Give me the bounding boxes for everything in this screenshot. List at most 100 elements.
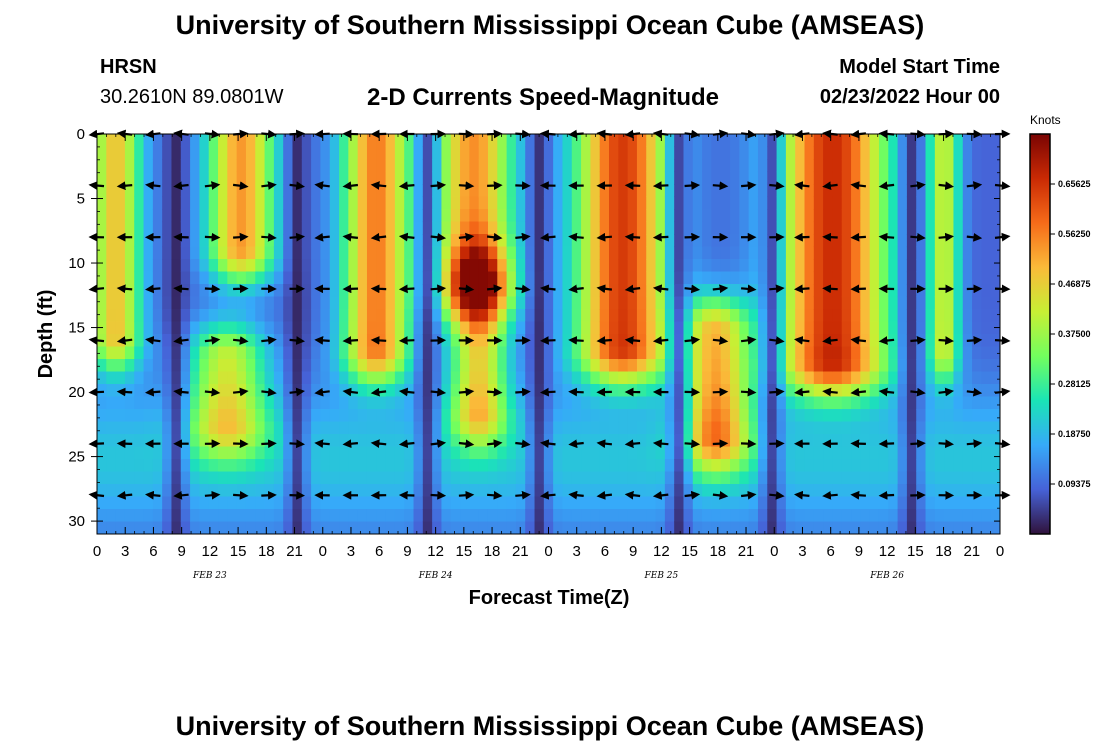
heatmap-cell [674,209,685,223]
heatmap-cell [348,446,359,460]
heatmap-cell [329,171,340,185]
heatmap-cell [97,246,107,260]
heatmap-cell [711,396,722,410]
heatmap-cell [292,509,303,523]
heatmap-cell [180,509,191,523]
heatmap-cell [404,209,415,223]
heatmap-cell [301,234,312,248]
heatmap-cell [841,484,852,498]
heatmap-cell [478,246,489,260]
heatmap-cell [636,296,647,310]
heatmap-cell [525,384,536,398]
heatmap-cell [655,496,666,510]
x-tick-label: 9 [177,543,185,560]
heatmap-cell [404,159,415,173]
current-vector-arrow [740,439,757,449]
heatmap-cell [460,321,470,335]
heatmap-cell [813,209,824,223]
heatmap-cell [720,371,731,385]
heatmap-cell [413,246,424,260]
heatmap-cell [897,184,908,198]
heatmap-cell [720,309,731,323]
heatmap-cell [813,409,824,423]
heatmap-cell [450,184,461,198]
heatmap-cell [255,484,266,498]
heatmap-cell [562,259,573,273]
heatmap-cell [553,346,564,360]
heatmap-cell [571,159,582,173]
heatmap-cell [646,246,657,260]
heatmap-cell [515,221,526,235]
heatmap-cell [143,196,154,210]
heatmap-cell [972,421,982,435]
heatmap-cell [255,171,266,185]
heatmap-cell [106,346,117,360]
heatmap-cell [646,171,657,185]
heatmap-cell [357,146,368,160]
heatmap-cell [757,434,768,448]
heatmap-cell [292,396,303,410]
heatmap-cell [143,496,154,510]
current-vector-arrow [539,490,556,500]
heatmap-cell [143,484,154,498]
heatmap-cell [553,134,564,148]
heatmap-cell [348,271,359,285]
heatmap-cell [311,459,322,473]
heatmap-cell [944,159,955,173]
heatmap-cell [432,509,443,523]
heatmap-cell [366,409,377,423]
heatmap-cell [162,496,173,510]
heatmap-cell [888,371,899,385]
heatmap-cell [106,271,117,285]
heatmap-cell [255,334,266,348]
heatmap-cell [757,371,768,385]
heatmap-cell [636,221,647,235]
heatmap-cell [962,484,973,498]
heatmap-cell [878,184,889,198]
heatmap-cell [478,421,489,435]
heatmap-cell [357,196,368,210]
heatmap-cell [646,334,657,348]
heatmap-cell [329,334,340,348]
heatmap-cell [534,371,545,385]
heatmap-cell [180,259,191,273]
heatmap-cell [366,359,377,373]
heatmap-cell [432,384,443,398]
heatmap-cell [404,146,415,160]
heatmap-cell [441,284,452,298]
heatmap-cell [804,459,815,473]
current-vector-arrow [232,387,249,397]
heatmap-cell [776,434,787,448]
heatmap-cell [171,359,182,373]
heatmap-cell [674,271,685,285]
heatmap-cell [487,271,498,285]
heatmap-cell [543,346,554,360]
heatmap-cell [646,484,657,498]
heatmap-cell [692,346,703,360]
current-vector-arrow [342,181,359,191]
heatmap-cell [357,484,368,498]
current-vector-arrow [596,491,613,500]
heatmap-cell [860,209,871,223]
heatmap-cell [376,434,387,448]
heatmap-cell [953,309,964,323]
heatmap-cell [757,171,768,185]
heatmap-cell [841,459,852,473]
heatmap-cell [525,521,536,534]
heatmap-cell [394,521,405,534]
heatmap-cell [962,409,973,423]
heatmap-cell [953,259,964,273]
heatmap-cell [311,146,322,160]
heatmap-cell [506,259,517,273]
heatmap-cell [273,134,284,148]
heatmap-cell [115,134,126,148]
heatmap-cell [255,196,266,210]
heatmap-cell [636,196,647,210]
heatmap-cell [422,171,433,185]
heatmap-cell [245,209,256,223]
heatmap-cell [692,159,703,173]
heatmap-cell [515,309,526,323]
heatmap-cell [366,371,377,385]
heatmap-cell [646,271,657,285]
heatmap-cell [972,134,982,148]
